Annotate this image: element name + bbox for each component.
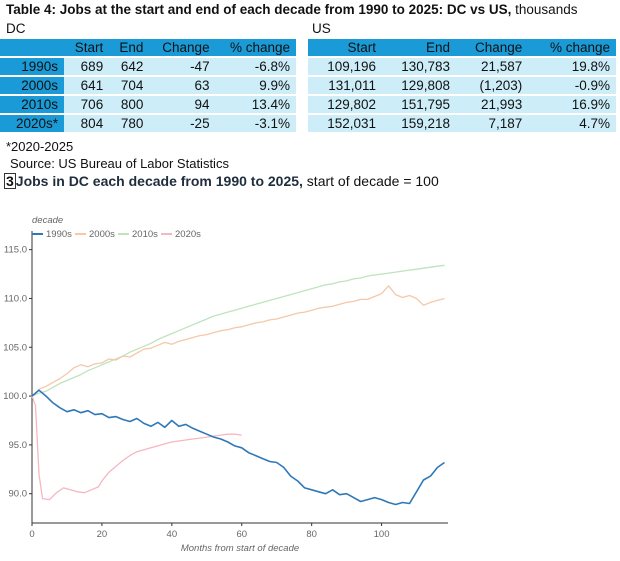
us-table-cell: 130,783 — [382, 58, 457, 75]
us-table-cell: 109,196 — [308, 58, 383, 75]
y-tick-label: 90.0 — [9, 489, 28, 500]
line-chart: 90.0 95.0 100.0 105.0 110.0 115.0 0 20 40 60 80 100… — [3, 215, 448, 554]
dc-table-cell: 780 — [109, 115, 150, 132]
table-title: Table 4: Jobs at the start and end of ea… — [6, 2, 577, 17]
us-table-cell: 129,802 — [308, 96, 383, 113]
us-header-cell: % change — [528, 39, 616, 56]
us-table-cell: 4.7% — [528, 115, 616, 132]
x-tick-label: 100 — [374, 529, 390, 540]
dc-row-label: 2020s* — [0, 115, 64, 132]
dc-table-cell: 641 — [64, 77, 110, 94]
us-table-cell: 21,587 — [456, 58, 529, 75]
us-table-row: 131,011 129,808 (1,203) -0.9% — [308, 77, 616, 94]
dc-row-label: 1990s — [0, 58, 64, 75]
dc-header-cell: End — [109, 39, 150, 56]
legend-label-2020s: 2020s — [175, 229, 201, 240]
us-table-cell: 7,187 — [456, 115, 529, 132]
us-table-cell: 159,218 — [382, 115, 457, 132]
x-tick-label: 40 — [167, 529, 178, 540]
us-table-cell: (1,203) — [456, 77, 529, 94]
dc-table-row: 2010s 706 800 94 13.4% — [0, 96, 296, 113]
dc-table-cell: 63 — [149, 77, 216, 94]
dc-table-cell: 706 — [64, 96, 110, 113]
us-table-cell: 131,011 — [308, 77, 383, 94]
dc-header-cell: % change — [215, 39, 296, 56]
us-table-row: 129,802 151,795 21,993 16.9% — [308, 96, 616, 113]
us-table-cell: -0.9% — [528, 77, 616, 94]
series-line-1990s — [31, 389, 445, 506]
dc-table-row: 2020s* 804 780 -25 -3.1% — [0, 115, 296, 132]
us-table-cell: 151,795 — [382, 96, 457, 113]
dc-label: DC — [6, 21, 26, 36]
dc-table-cell: -47 — [149, 58, 216, 75]
dc-table-cell: -6.8% — [215, 58, 296, 75]
dc-table-cell: 689 — [64, 58, 110, 75]
us-header-cell: Start — [308, 39, 383, 56]
us-table-cell: 152,031 — [308, 115, 383, 132]
dc-table-cell: 704 — [109, 77, 150, 94]
dc-table-cell: 642 — [109, 58, 150, 75]
dc-table-cell: 13.4% — [215, 96, 296, 113]
dc-table-row: 2000s 641 704 63 9.9% — [0, 77, 296, 94]
us-header-cell: End — [382, 39, 457, 56]
table-title-rest: thousands — [511, 2, 578, 17]
us-table-cell: 16.9% — [528, 96, 616, 113]
us-header-row: Start End Change % change — [308, 39, 616, 56]
x-tick-label: 20 — [97, 529, 108, 540]
x-tick-label: 0 — [29, 529, 34, 540]
chart-number: 3 — [4, 173, 16, 189]
legend-label-2000s: 2000s — [89, 229, 115, 240]
chart-heading-rest: start of decade = 100 — [302, 173, 439, 189]
legend-label-2010s: 2010s — [132, 229, 158, 240]
dc-header-cell: Change — [149, 39, 216, 56]
x-tick-label: 80 — [306, 529, 317, 540]
dc-table: Start End Change % change 1990s 689 642 -47… — [0, 37, 296, 134]
x-tick-label: 60 — [236, 529, 247, 540]
y-tick-label: 100.0 — [3, 391, 27, 402]
series-line-2020s — [31, 395, 242, 501]
dc-table-cell: 800 — [109, 96, 150, 113]
y-tick-label: 115.0 — [4, 245, 27, 256]
us-table-cell: 21,993 — [456, 96, 529, 113]
table-title-bold: Table 4: Jobs at the start and end of ea… — [6, 2, 512, 17]
us-table: Start End Change % change 109,196 130,783… — [308, 37, 616, 134]
series-line-2000s — [31, 285, 445, 397]
dc-table-cell: -3.1% — [215, 115, 296, 132]
dc-table-cell: 9.9% — [215, 77, 296, 94]
dc-table-cell: 94 — [149, 96, 216, 113]
legend-title: decade — [32, 215, 63, 226]
dc-header-cell: Start — [64, 39, 110, 56]
us-header-cell: Change — [456, 39, 529, 56]
legend-label-1990s: 1990s — [46, 229, 72, 240]
y-tick-label: 105.0 — [3, 342, 27, 353]
y-tick-label: 95.0 — [9, 440, 28, 451]
us-label: US — [312, 21, 331, 36]
us-table-row: 152,031 159,218 7,187 4.7% — [308, 115, 616, 132]
table-footnote: *2020-2025 — [6, 139, 74, 154]
dc-row-label: 2000s — [0, 77, 64, 94]
x-axis-label: Months from start of decade — [181, 543, 299, 554]
table-source: Source: US Bureau of Labor Statistics — [10, 156, 229, 171]
dc-table-cell: -25 — [149, 115, 216, 132]
series-line-2010s — [31, 264, 445, 397]
dc-table-cell: 804 — [64, 115, 110, 132]
y-tick-label: 110.0 — [4, 293, 27, 304]
dc-row-label: 2010s — [0, 96, 64, 113]
chart-heading: 3 Jobs in DC each decade from 1990 to 202… — [4, 173, 439, 189]
dc-header-row: Start End Change % change — [0, 39, 296, 56]
us-table-cell: 19.8% — [528, 58, 616, 75]
chart-heading-bold: Jobs in DC each decade from 1990 to 2025… — [15, 173, 303, 189]
us-table-cell: 129,808 — [382, 77, 457, 94]
dc-header-cell — [0, 39, 64, 56]
us-table-row: 109,196 130,783 21,587 19.8% — [308, 58, 616, 75]
dc-table-row: 1990s 689 642 -47 -6.8% — [0, 58, 296, 75]
